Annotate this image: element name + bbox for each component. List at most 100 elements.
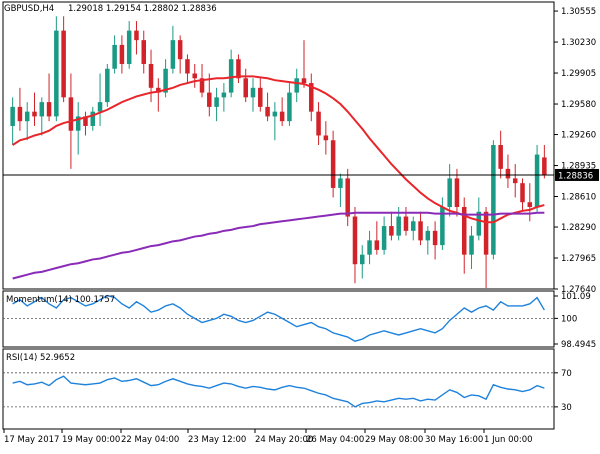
candle-body bbox=[418, 221, 423, 241]
candle-body bbox=[403, 216, 409, 231]
panel-frames bbox=[2, 1, 555, 430]
indicator-axis-tick-label: 98.4945 bbox=[561, 340, 596, 350]
candle-body bbox=[425, 230, 431, 241]
candle-body bbox=[360, 254, 365, 265]
candle-body bbox=[542, 157, 547, 175]
current-price-label: 1.28836 bbox=[558, 171, 593, 181]
time-axis-tick-label: 19 May 00:00 bbox=[62, 435, 120, 445]
indicator-title: RSI(14) 52.9652 bbox=[6, 353, 75, 363]
candle-body bbox=[534, 154, 540, 207]
price-axis-tick-label: 1.29580 bbox=[561, 100, 596, 110]
candle-body bbox=[447, 178, 452, 207]
momentum-panel[interactable]: Momentum(14) 100.1757 bbox=[3, 294, 554, 342]
candle-body bbox=[469, 235, 474, 255]
candle-body bbox=[243, 78, 248, 98]
candle-body bbox=[294, 78, 299, 93]
time-axis-tick-label: 1 Jun 00:00 bbox=[484, 435, 533, 445]
candle-body bbox=[396, 216, 401, 236]
candle-body bbox=[381, 226, 387, 250]
price-axis-tick-label: 1.28935 bbox=[561, 162, 596, 172]
candle-body bbox=[345, 178, 350, 217]
time-axis-tick-label: 22 May 04:00 bbox=[121, 435, 179, 445]
candle-body bbox=[374, 240, 380, 250]
candle-body bbox=[32, 111, 37, 117]
indicator-axis-tick-label: 70 bbox=[561, 369, 572, 379]
candle-body bbox=[236, 59, 241, 79]
candle-body bbox=[54, 30, 59, 117]
candle-body bbox=[309, 83, 314, 112]
candle-body bbox=[61, 30, 66, 98]
ohlc-readout: 1.29018 1.29154 1.28802 1.28836 bbox=[68, 4, 217, 14]
candle-body bbox=[520, 183, 525, 203]
price-axis-tick-label: 1.29905 bbox=[561, 69, 596, 79]
candle-body bbox=[83, 116, 88, 126]
current-price-badge bbox=[555, 168, 599, 181]
candle-body bbox=[498, 145, 503, 169]
candle-body bbox=[483, 211, 489, 255]
candle-body bbox=[141, 40, 147, 64]
candle-body bbox=[265, 106, 270, 117]
axes: 1.30555 1.30230 1.29905 1.29580 1.29260 1.289… bbox=[3, 7, 596, 445]
rsi-panel[interactable]: RSI(14) 52.9652 bbox=[3, 353, 554, 408]
candle-body bbox=[46, 102, 52, 117]
candle-body bbox=[39, 102, 45, 117]
indicator-axis-tick-label: 100 bbox=[561, 314, 577, 324]
price-axis-tick-label: 1.28610 bbox=[561, 193, 596, 203]
slow-moving-average-line bbox=[12, 211, 545, 280]
candle-body bbox=[287, 92, 292, 122]
candle-body bbox=[192, 73, 197, 79]
candle-body bbox=[105, 68, 110, 103]
candle-body bbox=[432, 230, 438, 246]
candle-body bbox=[17, 106, 23, 122]
candle-body bbox=[170, 40, 176, 69]
time-axis-tick-label: 30 May 16:00 bbox=[425, 435, 483, 445]
momentum-line bbox=[12, 294, 545, 342]
candle-body bbox=[279, 111, 285, 122]
price-axis-tick-label: 1.27965 bbox=[561, 254, 596, 264]
time-axis-tick-label: 23 May 12:00 bbox=[188, 435, 246, 445]
candle-body bbox=[440, 207, 445, 246]
candle-body bbox=[491, 145, 496, 255]
price-axis-tick-label: 1.29260 bbox=[561, 131, 596, 141]
candle-body bbox=[367, 240, 372, 255]
time-axis-tick-label: 17 May 2017 bbox=[4, 435, 59, 445]
price-panel[interactable]: 1.28836 bbox=[3, 16, 599, 289]
candle-body bbox=[512, 178, 518, 184]
candle-body bbox=[410, 221, 416, 231]
candle-body bbox=[97, 102, 103, 112]
price-axis-tick-label: 1.30230 bbox=[561, 38, 596, 48]
candle-body bbox=[112, 44, 117, 69]
candle-body bbox=[185, 59, 190, 74]
price-panel-frame bbox=[2, 1, 555, 290]
candle-body bbox=[323, 135, 329, 141]
candle-body bbox=[163, 68, 168, 93]
candle-body bbox=[156, 87, 161, 93]
price-axis-tick-label: 1.27640 bbox=[561, 285, 596, 295]
candle-body bbox=[505, 168, 511, 179]
price-axis-tick-label: 1.28290 bbox=[561, 223, 596, 233]
candle-body bbox=[119, 44, 125, 64]
candle-body bbox=[316, 111, 321, 136]
candle-body bbox=[330, 140, 336, 188]
candle-body bbox=[207, 92, 212, 107]
candle-body bbox=[461, 207, 467, 255]
symbol-timeframe-label: GBPUSD,H4 bbox=[4, 4, 54, 14]
candle-body bbox=[527, 202, 533, 207]
candle-body bbox=[389, 226, 394, 236]
candle-body bbox=[250, 87, 256, 98]
candle-body bbox=[68, 97, 74, 131]
candle-body bbox=[75, 116, 81, 131]
candle-body bbox=[90, 111, 96, 126]
candle-body bbox=[24, 111, 30, 122]
candle-body bbox=[228, 59, 234, 93]
candle-body bbox=[10, 106, 15, 126]
candle-body bbox=[338, 178, 343, 188]
candle-body bbox=[177, 40, 183, 60]
fast-moving-average-line bbox=[12, 75, 545, 224]
candle-body bbox=[214, 97, 219, 107]
candle-body bbox=[272, 111, 278, 117]
candle-body bbox=[148, 63, 154, 88]
rsi-line bbox=[12, 375, 545, 408]
